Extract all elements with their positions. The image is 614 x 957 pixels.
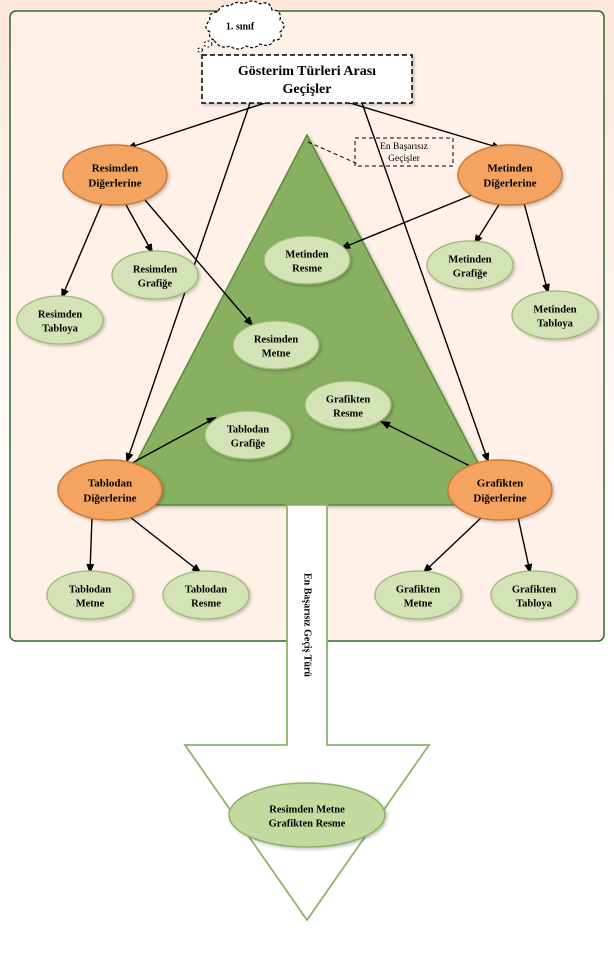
node-gra-metne-l1: Grafikten xyxy=(396,584,440,595)
node-metinden-l2: Diğerlerine xyxy=(483,178,536,190)
node-tab-metne: Tablodan Metne xyxy=(47,571,133,619)
node-gra-metne: Grafikten Metne xyxy=(375,571,461,619)
legend-line1: En Başarısız xyxy=(380,142,428,152)
node-resimden: Resimden Diğerlerine xyxy=(63,145,167,205)
node-metinden: Metinden Diğerlerine xyxy=(458,145,562,205)
result-node: Resimden Metne Grafikten Resme xyxy=(229,783,385,847)
node-gra-tabloya-l1: Grafikten xyxy=(512,584,556,595)
node-tab-grafige-l2: Grafiğe xyxy=(231,438,266,449)
root-box: Gösterim Türleri Arası Geçişler xyxy=(202,55,412,103)
root-line1: Gösterim Türleri Arası xyxy=(238,64,376,79)
node-met-tabloya-l2: Tabloya xyxy=(537,318,574,329)
node-res-metne: Resimden Metne xyxy=(233,321,319,369)
result-line2: Grafikten Resme xyxy=(269,818,346,829)
node-met-tabloya-l1: Metinden xyxy=(533,304,576,315)
node-tab-grafige-l1: Tablodan xyxy=(227,424,269,435)
node-grafikten-l2: Diğerlerine xyxy=(473,493,526,505)
node-res-grafige-l1: Resimden xyxy=(133,264,177,275)
result-line1: Resimden Metne xyxy=(269,804,345,815)
node-tab-resme: Tablodan Resme xyxy=(163,571,249,619)
node-met-grafige-l1: Metinden xyxy=(448,254,491,265)
node-gra-tabloya: Grafikten Tabloya xyxy=(491,571,577,619)
node-gra-tabloya-l2: Tabloya xyxy=(516,598,553,609)
node-gra-resme-l2: Resme xyxy=(333,408,363,419)
diagram-canvas: En Başarısız Geçiş Türü Gösterim Türleri… xyxy=(0,0,614,957)
node-met-tabloya: Metinden Tabloya xyxy=(512,291,598,339)
node-gra-resme-l1: Grafikten xyxy=(326,394,370,405)
root-line2: Geçişler xyxy=(283,82,332,97)
legend-line2: Geçişler xyxy=(388,154,420,164)
node-met-resme-l2: Resme xyxy=(292,263,322,274)
node-res-metne-l1: Resimden xyxy=(254,334,298,345)
node-tab-resme-l2: Resme xyxy=(191,598,221,609)
node-res-metne-l2: Metne xyxy=(262,348,291,359)
node-res-tabloya: Resimden Tabloya xyxy=(17,296,103,344)
node-grafikten-l1: Grafikten xyxy=(477,478,523,490)
big-arrow-label-text: En Başarısız Geçiş Türü xyxy=(302,573,313,677)
node-grafikten: Grafikten Diğerlerine xyxy=(448,460,552,520)
node-tab-metne-l2: Metne xyxy=(76,598,105,609)
node-res-tabloya-l1: Resimden xyxy=(38,309,82,320)
node-resimden-l1: Resimden xyxy=(92,163,138,175)
node-resimden-l2: Diğerlerine xyxy=(88,178,141,190)
node-res-grafige-l2: Grafiğe xyxy=(138,278,173,289)
node-tab-grafige: Tablodan Grafiğe xyxy=(205,411,291,459)
node-gra-metne-l2: Metne xyxy=(404,598,433,609)
node-met-resme: Metinden Resme xyxy=(264,236,350,284)
node-met-grafige: Metinden Grafiğe xyxy=(427,241,513,289)
node-tablodan-l1: Tablodan xyxy=(88,478,132,490)
node-metinden-l1: Metinden xyxy=(487,163,532,175)
node-res-grafige: Resimden Grafiğe xyxy=(112,251,198,299)
node-met-grafige-l2: Grafiğe xyxy=(453,268,488,279)
node-tab-resme-l1: Tablodan xyxy=(185,584,227,595)
node-tablodan-l2: Diğerlerine xyxy=(83,493,136,505)
node-met-resme-l1: Metinden xyxy=(285,249,328,260)
node-gra-resme: Grafikten Resme xyxy=(305,381,391,429)
node-tablodan: Tablodan Diğerlerine xyxy=(58,460,162,520)
class-badge-text: 1. sınıf xyxy=(226,21,255,32)
node-res-tabloya-l2: Tabloya xyxy=(42,323,79,334)
node-tab-metne-l1: Tablodan xyxy=(69,584,111,595)
